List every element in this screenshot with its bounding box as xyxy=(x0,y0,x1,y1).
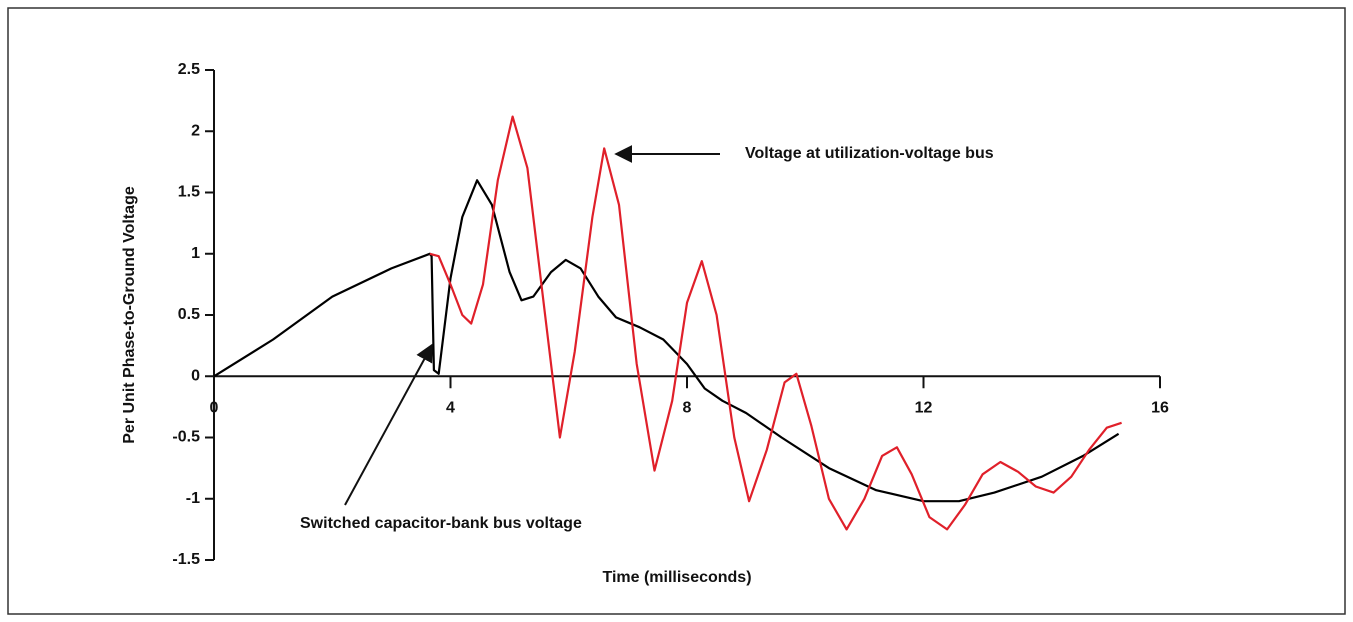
y-tick-label: 0 xyxy=(191,367,200,384)
annotation: Switched capacitor-bank bus voltage xyxy=(300,515,582,532)
x-tick-label: 16 xyxy=(1151,399,1169,416)
y-tick-label: -0.5 xyxy=(172,429,200,446)
y-tick-label: 1 xyxy=(191,245,200,262)
x-tick-label: 8 xyxy=(683,399,692,416)
frame xyxy=(7,7,1346,615)
y-tick-label: 0.5 xyxy=(178,306,200,323)
y-axis-label: Per Unit Phase-to-Ground Voltage xyxy=(121,186,138,444)
y-tick-label: -1.5 xyxy=(172,551,200,568)
series-line xyxy=(429,115,1122,531)
x-tick-label: 12 xyxy=(915,399,933,416)
x-tick-label: 4 xyxy=(446,399,455,416)
x-tick-label: 0 xyxy=(210,399,219,416)
x-axis-label: Time (milliseconds) xyxy=(602,569,751,586)
y-tick-label: 1.5 xyxy=(178,184,200,201)
y-tick-label: -1 xyxy=(186,490,200,507)
annotation: Voltage at utilization-voltage bus xyxy=(745,145,994,162)
y-tick-label: 2.5 xyxy=(178,61,200,78)
series-line xyxy=(213,179,1120,503)
y-tick-label: 2 xyxy=(191,122,200,139)
annotation-arrow xyxy=(344,343,433,506)
